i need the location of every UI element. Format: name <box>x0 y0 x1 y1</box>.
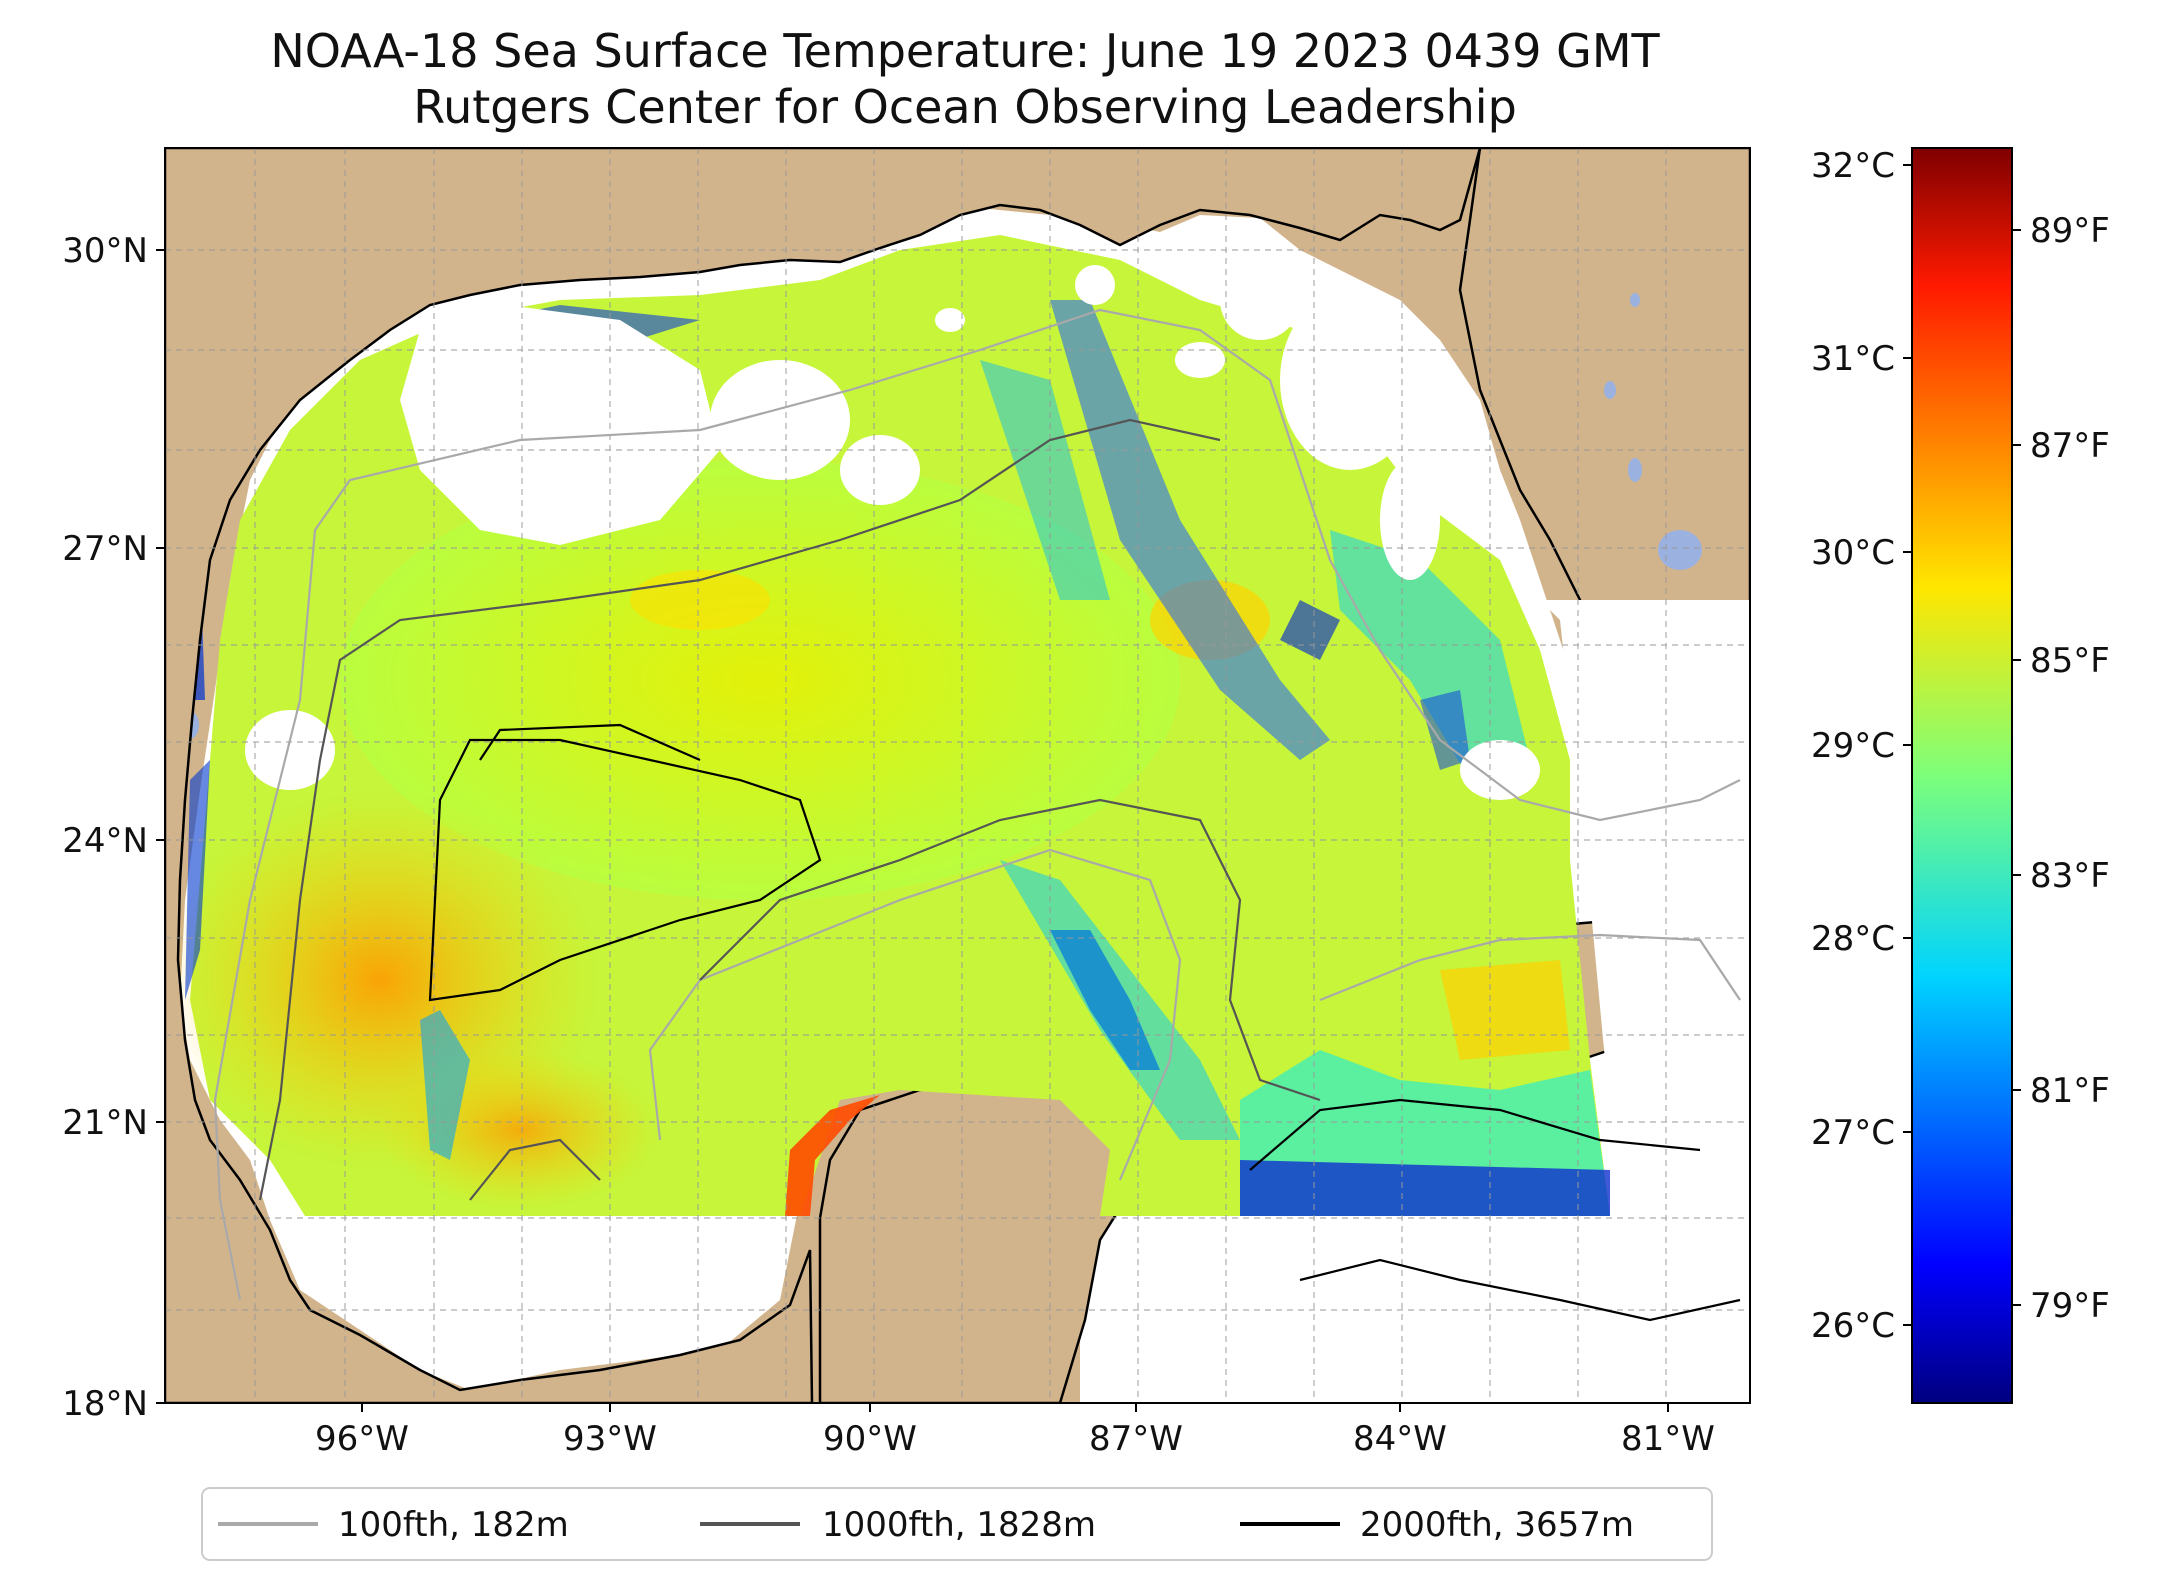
colorbar: 32°C 31°C 30°C 29°C 28°C 27°C 26°C 89°F … <box>1811 146 2110 1404</box>
lat-label-27n: 27°N <box>62 529 148 569</box>
map-frame <box>164 147 1751 1404</box>
cbar-f-89: 89°F <box>2030 211 2110 251</box>
cbar-c-27: 27°C <box>1811 1113 1895 1153</box>
cbar-c-31: 31°C <box>1811 339 1895 379</box>
sst-field <box>165 235 1750 1216</box>
cbar-f-81: 81°F <box>2030 1071 2110 1111</box>
lon-label-90w: 90°W <box>823 1419 917 1459</box>
cbar-c-30: 30°C <box>1811 533 1895 573</box>
cbar-f-87: 87°F <box>2030 426 2110 466</box>
lon-label-93w: 93°W <box>563 1419 657 1459</box>
cbar-c-32: 32°C <box>1811 146 1895 186</box>
legend-label-2000fth: 2000fth, 3657m <box>1360 1505 1634 1545</box>
swath-edge <box>1540 600 1750 1216</box>
graticule <box>165 148 1750 1403</box>
warm-yucatan-edge <box>785 1095 880 1216</box>
us-gulf-coast-land <box>165 148 1482 1403</box>
contour-100fth <box>213 308 1741 1301</box>
cbar-f-85: 85°F <box>2030 641 2110 681</box>
legend-label-1000fth: 1000fth, 1828m <box>822 1505 1096 1545</box>
lat-label-30n: 30°N <box>62 231 148 271</box>
lon-labels: 96°W 93°W 90°W 87°W 84°W 81°W <box>315 1419 1715 1459</box>
cool-band-east <box>1050 300 1330 760</box>
cbar-f-79: 79°F <box>2030 1286 2110 1326</box>
lat-ticks <box>156 249 165 1404</box>
lon-label-81w: 81°W <box>1621 1419 1715 1459</box>
lat-label-21n: 21°N <box>62 1103 148 1143</box>
lon-label-84w: 84°W <box>1353 1419 1447 1459</box>
lake-okeechobee <box>1658 530 1702 570</box>
map-subtitle: Rutgers Center for Ocean Observing Leade… <box>413 80 1517 134</box>
lon-label-96w: 96°W <box>315 1419 409 1459</box>
map-title: NOAA-18 Sea Surface Temperature: June 19… <box>270 24 1660 78</box>
cbar-c-28: 28°C <box>1811 919 1895 959</box>
legend-box <box>201 1487 1713 1561</box>
colorbar-gradient <box>1911 147 2013 1404</box>
cbar-c-29: 29°C <box>1811 726 1895 766</box>
legend-label-100fth: 100fth, 182m <box>338 1505 569 1545</box>
lat-label-18n: 18°N <box>62 1384 148 1424</box>
lon-label-87w: 87°W <box>1089 1419 1183 1459</box>
lon-ticks <box>361 1403 1669 1412</box>
contour-2000fth <box>428 723 1741 1322</box>
contour-legend: 100fth, 182m 1000fth, 1828m 2000fth, 365… <box>201 1487 1713 1561</box>
map-panel <box>165 148 1750 1403</box>
cbar-c-26: 26°C <box>1811 1306 1895 1346</box>
lat-labels: 30°N 27°N 24°N 21°N 18°N <box>62 231 148 1424</box>
cloud-mask <box>245 260 1540 800</box>
cbar-f-83: 83°F <box>2030 856 2110 896</box>
lat-label-24n: 24°N <box>62 821 148 861</box>
contour-1000fth <box>258 418 1321 1201</box>
